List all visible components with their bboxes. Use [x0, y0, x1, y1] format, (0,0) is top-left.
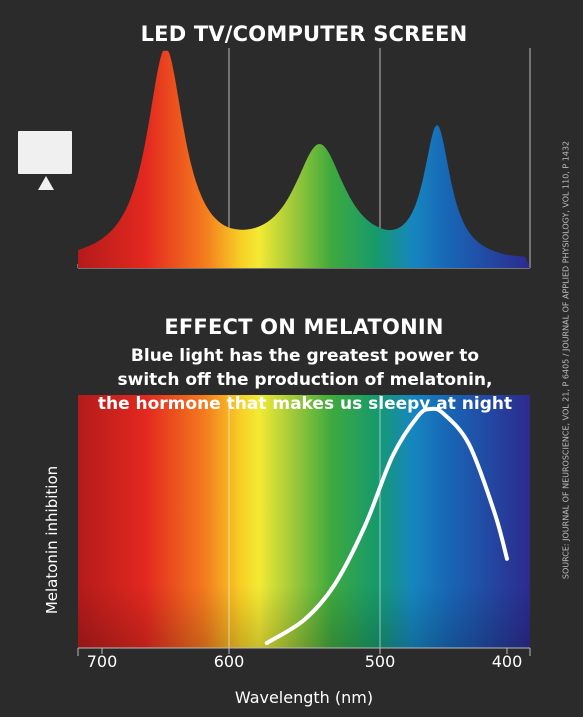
spectrum-area — [78, 50, 530, 269]
chart-title-melatonin: EFFECT ON MELATONIN — [164, 315, 444, 339]
source-citation: SOURCE: JOURNAL OF NEUROSCIENCE, VOL 21,… — [561, 140, 571, 580]
melatonin-curve — [264, 406, 509, 645]
melatonin-chart — [77, 395, 531, 656]
spectrum-shade — [78, 395, 530, 648]
x-tick-label: 600 — [213, 652, 245, 671]
monitor-stand-shape — [38, 176, 54, 190]
monitor-icon — [18, 131, 74, 191]
led-spectrum-chart — [77, 48, 531, 269]
chart-subtitle-melatonin: Blue light has the greatest power to swi… — [97, 346, 513, 414]
x-axis-label: Wavelength (nm) — [234, 688, 374, 707]
x-tick-label: 500 — [364, 652, 396, 671]
x-tick-label: 700 — [86, 652, 118, 671]
x-tick-label: 400 — [491, 652, 523, 671]
chart-title-led-spectrum: LED TV/COMPUTER SCREEN — [140, 22, 468, 46]
monitor-screen-shape — [18, 131, 72, 174]
y-axis-label: Melatonin inhibition — [43, 465, 61, 615]
